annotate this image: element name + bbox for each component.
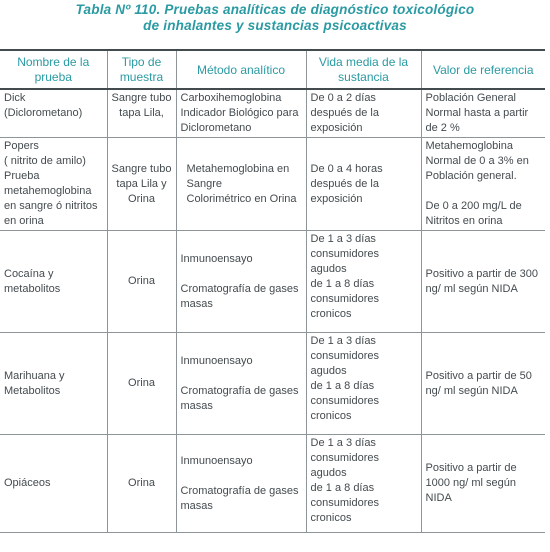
metodo-text: Carboxihemoglobina Indicador Biológico p… [180,92,299,134]
caption-line-2: de inhalantes y sustancias psicoactivas [143,18,407,33]
header-row: Nombre de la prueba Tipo de muestra Méto… [0,49,545,90]
vida-text: De 0 a 2 días después de la exposición [310,92,380,134]
cell-muestra: Orina [107,332,177,435]
vida-text-a: De 1 a 3 días consumidores agudos [310,233,379,275]
header-valor-referencia: Valor de referencia [421,49,545,90]
metodo-text-a: Inmunoensayo [180,354,253,367]
muestra-text: Orina [128,377,155,389]
table-row: Dick (Diclorometano) Sangre tubo tapa Li… [0,89,545,138]
cell-vida-media: De 1 a 3 días consumidores agudos de 1 a… [306,434,422,533]
metodo-text: Metahemoglobina en Sangre Colorimétrico … [186,162,297,205]
cell-muestra: Sangre tubo tapa Lila, [107,89,177,138]
valor-text-a: Metahemoglobina Normal de 0 a 3% en Pobl… [425,140,529,182]
cell-metodo: Inmunoensayo Cromatografía de gases masa… [176,434,307,533]
cell-vida-media: De 0 a 2 días después de la exposición [306,89,422,138]
vida-text-b: de 1 a 8 días consumidores cronicos [310,278,379,320]
cell-valor: Positivo a partir de 1000 ng/ ml según N… [421,434,545,533]
metodo-text-b: Cromatografía de gases masas [180,484,299,512]
cell-nombre: Cocaína y metabolitos [0,230,108,333]
valor-text: Población General Normal hasta a partir … [425,92,529,134]
vida-text: De 0 a 4 horas después de la exposición [310,162,383,205]
valor-text: Positivo a partir de 1000 ng/ ml según N… [425,462,517,504]
table-row: Popers ( nitrito de amilo) Prueba metahe… [0,137,545,231]
cell-valor: Población General Normal hasta a partir … [421,89,545,138]
vida-text-a: De 1 a 3 días consumidores agudos [310,437,379,479]
valor-text-b: De 0 a 200 mg/L de Nitritos en orina [425,200,522,227]
vida-text-b: de 1 a 8 días consumidores cronicos [310,482,379,524]
header-nombre: Nombre de la prueba [0,49,108,90]
vida-text-b: de 1 a 8 días consumidores cronicos [310,380,379,422]
cell-metodo: Carboxihemoglobina Indicador Biológico p… [176,89,307,138]
table-row: Cocaína y metabolitos Orina Inmunoensayo… [0,230,545,333]
header-vida-media: Vida media de la sustancia [306,49,422,90]
cell-nombre: Popers ( nitrito de amilo) Prueba metahe… [0,137,108,231]
vida-text-a: De 1 a 3 días consumidores agudos [310,335,379,377]
table-row: Opiáceos Orina Inmunoensayo Cromatografí… [0,434,545,533]
table-row: Marihuana y Metabolitos Orina Inmunoensa… [0,332,545,435]
table-caption: Tabla Nº 110. Pruebas analíticas de diag… [0,2,550,34]
cell-metodo: Inmunoensayo Cromatografía de gases masa… [176,332,307,435]
cell-valor: Metahemoglobina Normal de 0 a 3% en Pobl… [421,137,545,231]
toxicology-table: Nombre de la prueba Tipo de muestra Méto… [0,49,545,533]
cell-valor: Positivo a partir de 300 ng/ ml según NI… [421,230,545,333]
nombre-text: Dick (Diclorometano) [4,92,83,119]
nombre-text: Marihuana y Metabolitos [4,369,65,397]
caption-line-1: Tabla Nº 110. Pruebas analíticas de diag… [75,2,475,17]
cell-metodo: Metahemoglobina en Sangre Colorimétrico … [176,137,307,231]
cell-nombre: Opiáceos [0,434,108,533]
cell-nombre: Dick (Diclorometano) [0,89,108,138]
muestra-text: Sangre tubo tapa Lila, [111,92,172,119]
cell-muestra: Sangre tubo tapa Lila y Orina [107,137,177,231]
valor-text: Positivo a partir de 50 ng/ ml según NID… [425,369,532,397]
nombre-text: Cocaína y metabolitos [4,267,61,295]
cell-metodo: Inmunoensayo Cromatografía de gases masa… [176,230,307,333]
cell-vida-media: De 0 a 4 horas después de la exposición [306,137,422,231]
header-metodo: Método analítico [176,49,307,90]
cell-muestra: Orina [107,434,177,533]
valor-text: Positivo a partir de 300 ng/ ml según NI… [425,267,539,295]
nombre-text: Opiáceos [4,477,51,489]
cell-vida-media: De 1 a 3 días consumidores agudos de 1 a… [306,332,422,435]
muestra-text: Orina [128,477,155,489]
cell-valor: Positivo a partir de 50 ng/ ml según NID… [421,332,545,435]
cell-muestra: Orina [107,230,177,333]
metodo-text-b: Cromatografía de gases masas [180,282,299,310]
metodo-text-a: Inmunoensayo [180,454,253,467]
muestra-text: Sangre tubo tapa Lila y Orina [111,162,172,205]
header-muestra: Tipo de muestra [107,49,177,90]
metodo-text-b: Cromatografía de gases masas [180,384,299,412]
cell-nombre: Marihuana y Metabolitos [0,332,108,435]
cell-vida-media: De 1 a 3 días consumidores agudos de 1 a… [306,230,422,333]
metodo-text-a: Inmunoensayo [180,252,253,265]
nombre-text: Popers ( nitrito de amilo) Prueba metahe… [4,140,98,227]
muestra-text: Orina [128,275,155,287]
